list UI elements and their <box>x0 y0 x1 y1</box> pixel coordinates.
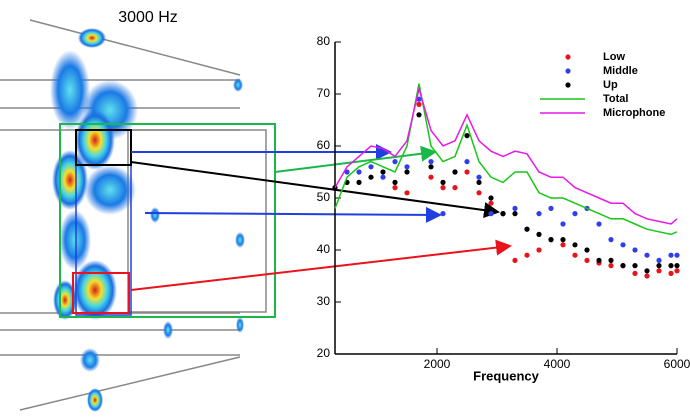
x-axis-label: Frequency <box>473 368 540 383</box>
point <box>674 252 680 258</box>
map-caption: 3000 Hz <box>118 9 178 26</box>
point <box>464 159 470 165</box>
y-tick-label: 40 <box>317 242 331 256</box>
point <box>440 211 446 217</box>
point <box>404 190 410 196</box>
point <box>560 242 566 248</box>
point <box>536 247 542 253</box>
point <box>524 252 530 258</box>
point <box>560 237 566 243</box>
point <box>656 268 662 274</box>
legend-label: Total <box>603 93 628 105</box>
point <box>488 211 494 217</box>
point <box>596 221 602 227</box>
point <box>572 242 578 248</box>
point <box>368 164 374 170</box>
point <box>344 169 350 175</box>
point <box>674 263 680 269</box>
point <box>416 96 422 102</box>
point <box>476 174 482 180</box>
point <box>608 257 614 263</box>
legend-label: Up <box>603 79 618 91</box>
point <box>416 112 422 118</box>
point <box>524 226 530 232</box>
line-series <box>334 85 678 225</box>
y-tick-label: 60 <box>317 138 331 152</box>
point <box>500 211 506 217</box>
point <box>512 205 518 211</box>
point <box>356 179 362 185</box>
y-tick-label: 50 <box>317 190 331 204</box>
legend-label: Microphone <box>603 107 665 119</box>
point <box>596 257 602 263</box>
point <box>536 211 542 217</box>
point <box>674 268 680 274</box>
point <box>572 211 578 217</box>
point <box>656 257 662 263</box>
y-tick-label: 70 <box>317 86 331 100</box>
point <box>476 179 482 185</box>
point <box>644 273 650 279</box>
y-tick-label: 80 <box>317 34 331 48</box>
point <box>632 263 638 269</box>
point <box>476 190 482 196</box>
chart: 20 30 40 50 60 70 80 2000 4000 6000 Frequency Low Mi… <box>317 34 690 383</box>
point <box>668 263 674 269</box>
point <box>380 174 386 180</box>
point <box>608 237 614 243</box>
legend-swatch <box>565 68 571 74</box>
point <box>488 195 494 201</box>
y-tick-label: 30 <box>317 294 331 308</box>
point <box>368 174 374 180</box>
point <box>392 159 398 165</box>
point <box>560 221 566 227</box>
x-tick-label: 2000 <box>424 357 451 371</box>
point <box>668 270 674 276</box>
point <box>392 179 398 185</box>
point <box>572 252 578 258</box>
point <box>620 263 626 269</box>
point <box>512 257 518 263</box>
point <box>656 263 662 269</box>
point <box>380 169 386 175</box>
point <box>464 169 470 175</box>
point <box>584 257 590 263</box>
point <box>356 169 362 175</box>
point <box>548 237 554 243</box>
point <box>668 252 674 258</box>
beamforming-map: 3000 Hz <box>0 9 512 412</box>
point <box>404 169 410 175</box>
point <box>416 101 422 107</box>
point <box>632 270 638 276</box>
point <box>440 179 446 185</box>
legend-swatch <box>565 54 571 60</box>
point <box>620 242 626 248</box>
point <box>452 169 458 175</box>
point <box>548 205 554 211</box>
point <box>488 200 494 206</box>
point <box>428 164 434 170</box>
point <box>644 252 650 258</box>
line-series <box>334 83 678 236</box>
point <box>536 231 542 237</box>
point <box>632 247 638 253</box>
point <box>392 185 398 191</box>
point <box>428 174 434 180</box>
point <box>584 247 590 253</box>
legend-swatch <box>565 82 571 88</box>
point <box>464 133 470 139</box>
x-tick-label: 4000 <box>544 357 571 371</box>
legend-label: Middle <box>603 65 638 77</box>
x-tick-label: 6000 <box>664 357 690 371</box>
point <box>512 211 518 217</box>
legend-label: Low <box>603 51 625 63</box>
point <box>452 185 458 191</box>
point <box>644 268 650 274</box>
y-tick-label: 20 <box>317 346 331 360</box>
point <box>404 164 410 170</box>
point <box>440 185 446 191</box>
point <box>428 159 434 165</box>
point <box>608 263 614 269</box>
